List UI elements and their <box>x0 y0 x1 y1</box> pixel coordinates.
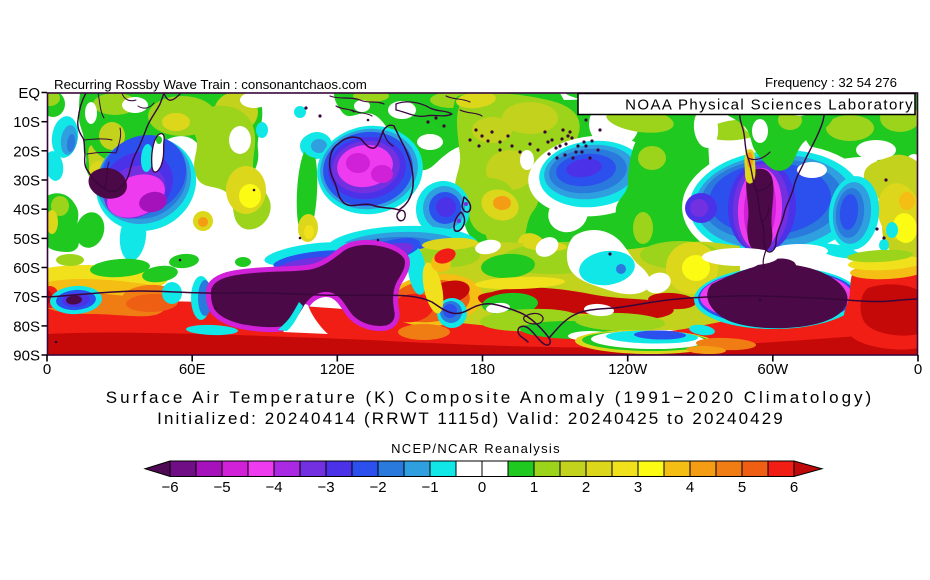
svg-text:6: 6 <box>790 479 798 496</box>
svg-text:60S: 60S <box>13 260 40 277</box>
svg-text:Recurring Rossby Wave Train :: Recurring Rossby Wave Train : consonantc… <box>54 77 367 92</box>
svg-text:40S: 40S <box>13 202 40 219</box>
svg-text:−1: −1 <box>421 479 438 496</box>
svg-text:3: 3 <box>634 479 642 496</box>
svg-text:80S: 80S <box>13 318 40 335</box>
svg-text:90S: 90S <box>13 348 40 365</box>
svg-text:Initialized: 20240414 (RRWT 11: Initialized: 20240414 (RRWT 1115d) Valid… <box>157 409 785 428</box>
svg-text:NCEP/NCAR Reanalysis: NCEP/NCAR Reanalysis <box>391 441 561 456</box>
svg-text:−5: −5 <box>213 479 230 496</box>
svg-text:−6: −6 <box>161 479 178 496</box>
svg-text:−3: −3 <box>317 479 334 496</box>
svg-text:60E: 60E <box>179 361 206 378</box>
svg-text:0: 0 <box>914 361 922 378</box>
svg-text:20S: 20S <box>13 143 40 160</box>
svg-text:Surface Air Temperature (K) Co: Surface Air Temperature (K) Composite An… <box>106 388 874 407</box>
svg-text:NOAA Physical Sciences Laborat: NOAA Physical Sciences Laboratory <box>625 97 914 114</box>
svg-text:−2: −2 <box>369 479 386 496</box>
svg-text:5: 5 <box>738 479 746 496</box>
svg-text:Frequency : 32 54 276: Frequency : 32 54 276 <box>765 75 897 90</box>
svg-text:120W: 120W <box>608 361 648 378</box>
svg-text:4: 4 <box>686 479 694 496</box>
svg-text:120E: 120E <box>320 361 355 378</box>
svg-text:30S: 30S <box>13 173 40 190</box>
svg-text:2: 2 <box>582 479 590 496</box>
svg-text:70S: 70S <box>13 289 40 306</box>
svg-text:EQ: EQ <box>18 85 40 102</box>
svg-text:60W: 60W <box>757 361 789 378</box>
svg-text:50S: 50S <box>13 231 40 248</box>
svg-text:180: 180 <box>470 361 495 378</box>
svg-text:1: 1 <box>530 479 538 496</box>
svg-text:10S: 10S <box>13 114 40 131</box>
svg-text:−4: −4 <box>265 479 282 496</box>
svg-text:0: 0 <box>478 479 486 496</box>
svg-text:0: 0 <box>43 361 51 378</box>
